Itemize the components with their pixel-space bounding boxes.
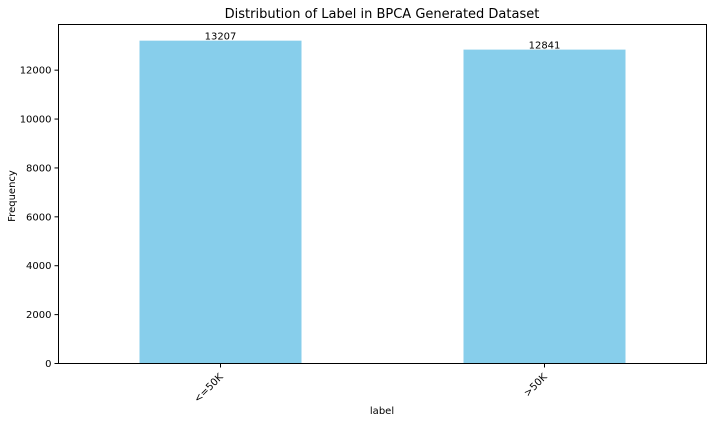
y-tick-label: 6000 <box>26 212 51 223</box>
bar <box>139 40 302 364</box>
plot-frame <box>58 24 707 364</box>
chart-title: Distribution of Label in BPCA Generated … <box>225 7 540 22</box>
y-tick-label: 2000 <box>26 310 51 321</box>
x-axis-label: label <box>370 406 394 417</box>
y-tick-label: 8000 <box>26 163 51 174</box>
y-axis-label: Frequency <box>7 170 18 222</box>
x-tick-label: <=50K <box>192 372 226 406</box>
bar-value-label: 13207 <box>205 32 237 43</box>
x-axis: <=50K >50K <box>192 363 550 406</box>
bars-group <box>139 40 626 364</box>
data-labels-group: 13207 12841 <box>205 32 561 52</box>
y-tick-label: 12000 <box>20 66 52 77</box>
x-tick-label: >50K <box>522 372 550 400</box>
y-tick-label: 10000 <box>20 115 52 126</box>
bar-value-label: 12841 <box>529 41 561 52</box>
y-axis: 0 2000 4000 6000 8000 10000 12000 <box>20 66 59 370</box>
y-tick-label: 0 <box>45 359 51 370</box>
bar <box>463 49 626 364</box>
y-tick-label: 4000 <box>26 261 51 272</box>
